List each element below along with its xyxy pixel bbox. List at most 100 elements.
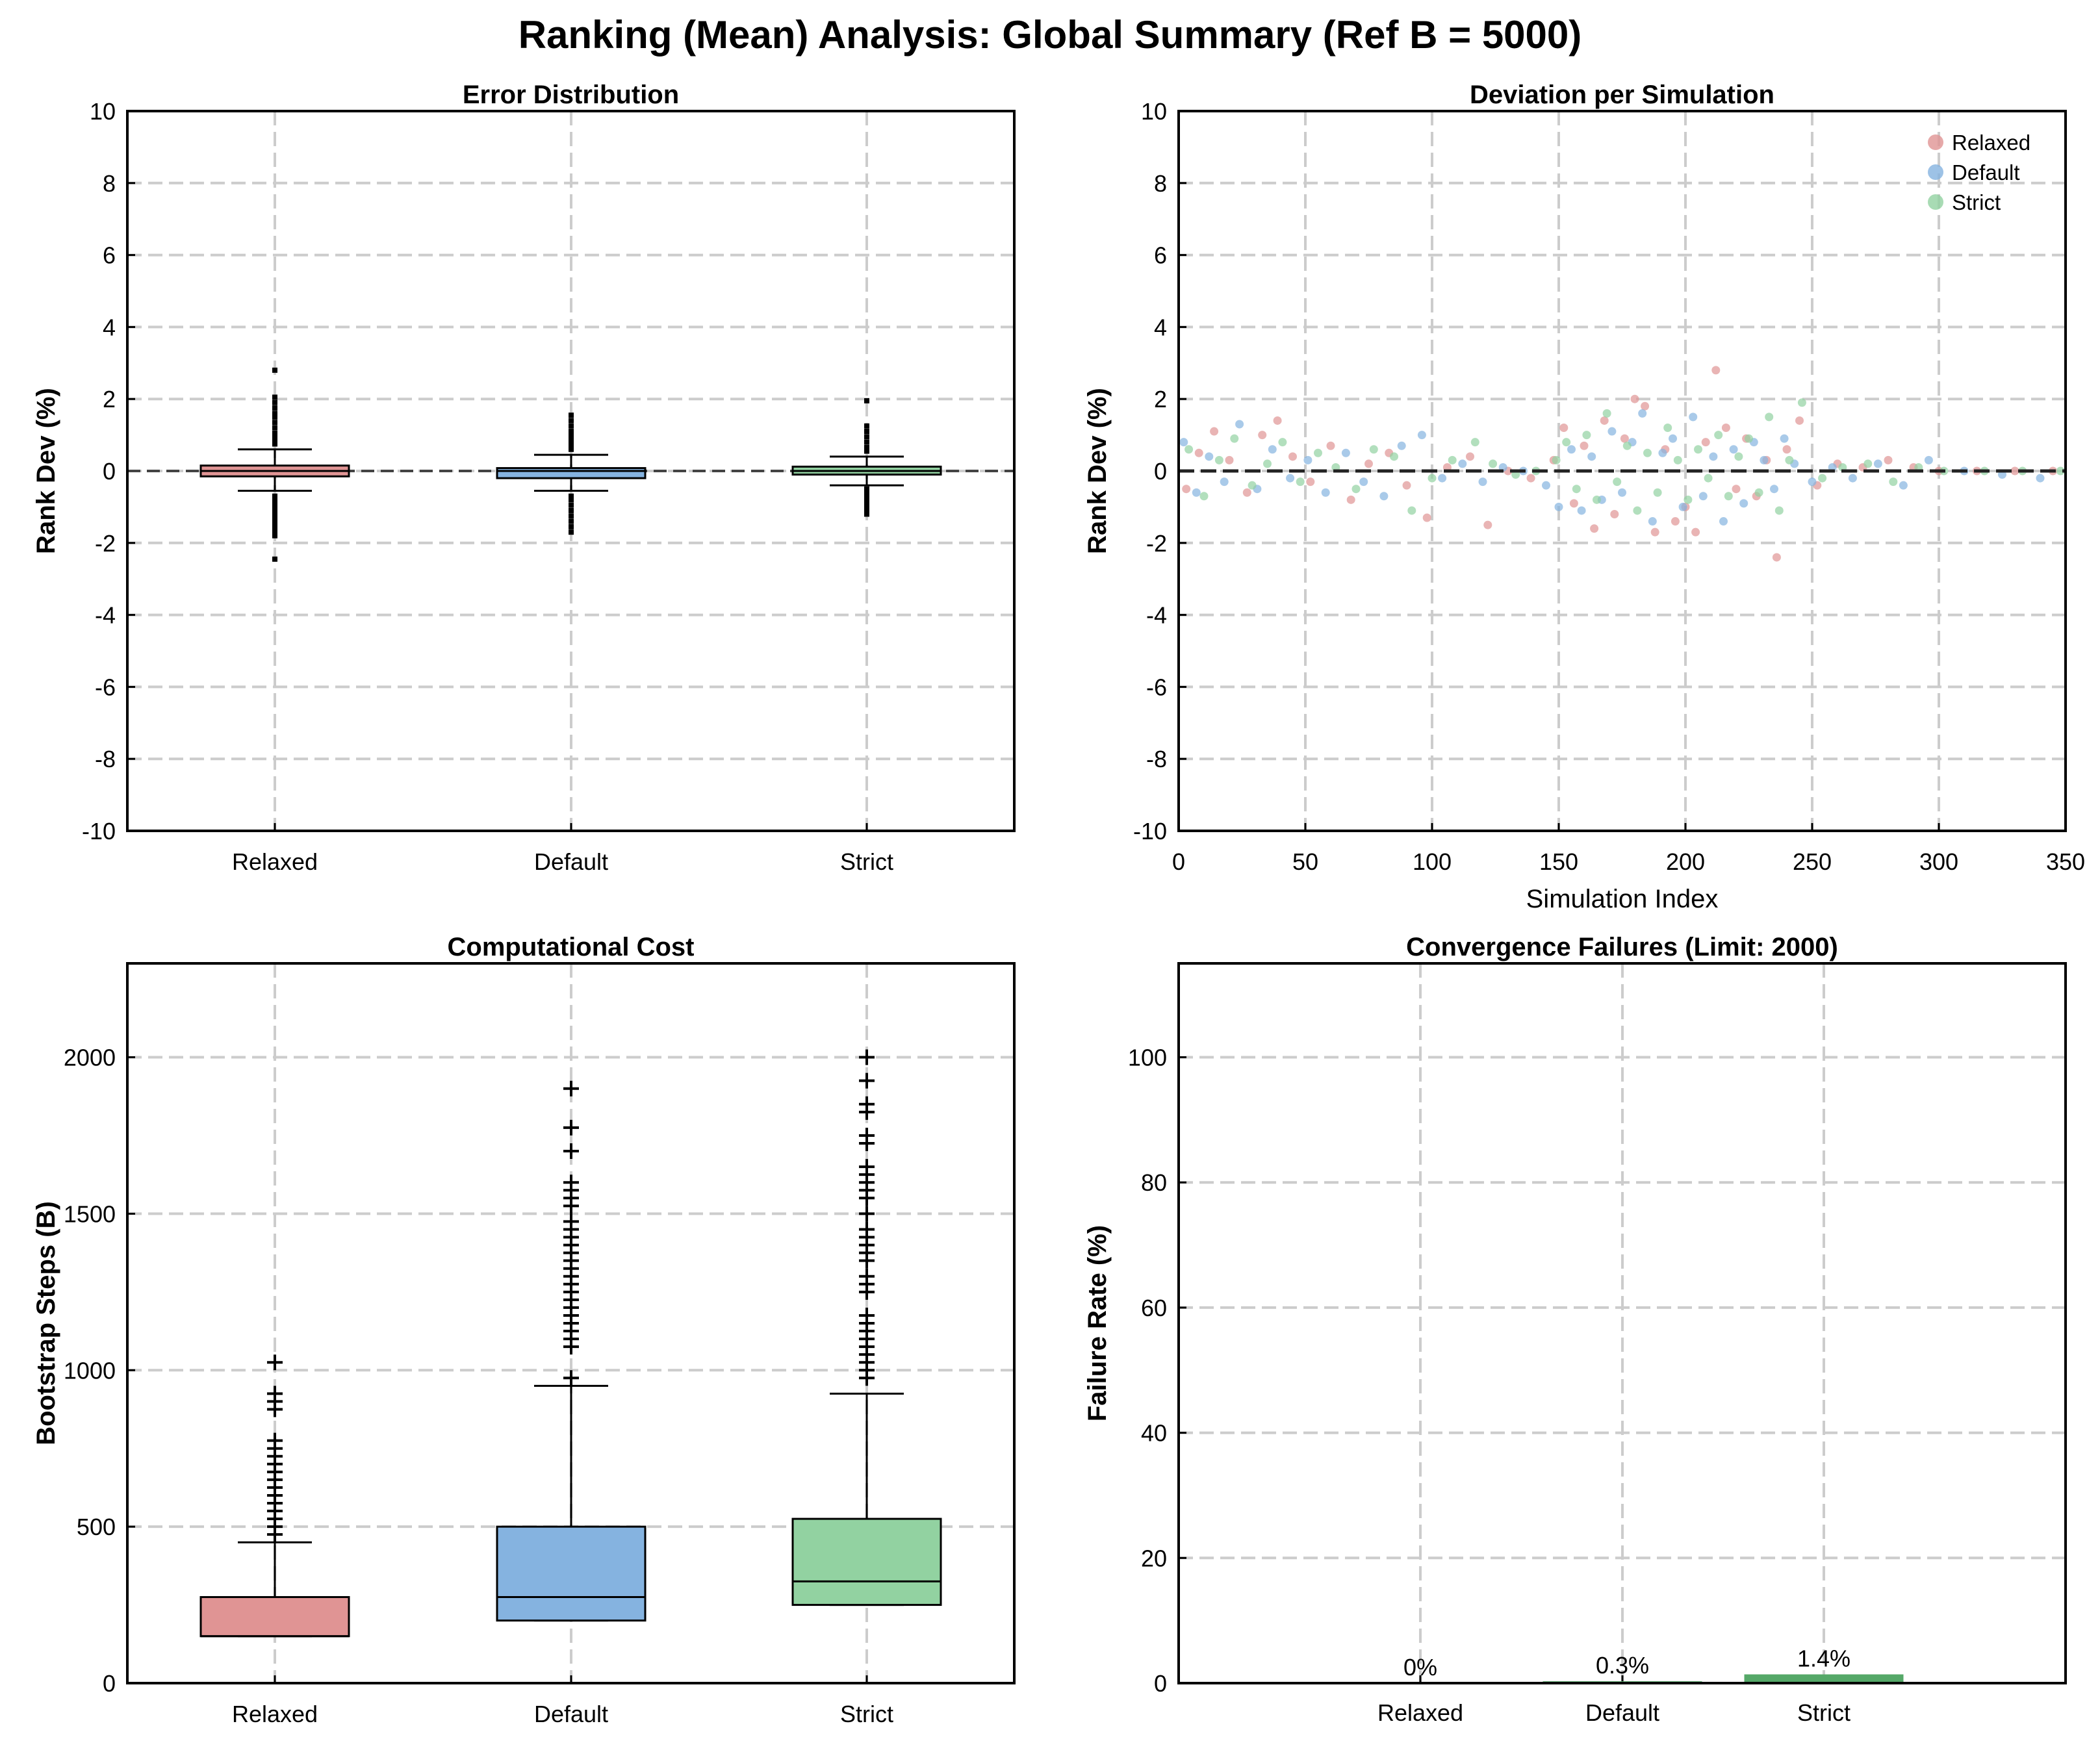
y-tick-label: 0 — [103, 1670, 116, 1697]
scatter-point — [1590, 524, 1599, 533]
scatter-point — [1618, 488, 1626, 497]
scatter-point — [1220, 477, 1229, 487]
scatter-point — [1199, 492, 1209, 501]
outlier-marker — [272, 414, 277, 420]
outlier-marker — [267, 1354, 283, 1371]
scatter-point — [1709, 452, 1718, 461]
scatter-point — [1704, 474, 1713, 483]
scatter-point — [1326, 441, 1335, 450]
scatter-point — [1526, 474, 1535, 483]
scatter-point — [1587, 452, 1596, 461]
x-axis: Relaxed Default Strict — [1377, 1675, 1850, 1726]
panel-title: Convergence Failures (Limit: 2000) — [1406, 933, 1838, 961]
convergence-failures-panel: 0 20 40 60 80 100 Convergence Failures (Limit:… — [1083, 933, 2067, 1726]
y-tick-label: -2 — [1146, 530, 1167, 557]
y-tick-label: -10 — [1133, 818, 1167, 844]
scatter-point — [1873, 459, 1882, 468]
scatter-point — [1567, 445, 1576, 454]
scatter-point — [1569, 499, 1578, 508]
iqr-box — [496, 1525, 647, 1622]
outlier-marker — [569, 502, 574, 508]
scatter-point — [1184, 445, 1194, 454]
box-strict — [791, 398, 942, 517]
outlier-marker — [272, 522, 277, 528]
scatter-point — [1562, 438, 1571, 447]
x-tick-label: 100 — [1413, 848, 1452, 875]
scatter-point — [1671, 517, 1680, 526]
scatter-point — [1314, 448, 1322, 457]
y-tick-label: 1000 — [64, 1357, 116, 1384]
outlier-marker — [272, 441, 277, 447]
y-axis: -10 -8 -6 -4 -2 0 2 4 6 8 10 — [82, 98, 135, 844]
y-axis-label: Bootstrap Steps (B) — [32, 1201, 60, 1445]
panel-title: Deviation per Simulation — [1470, 81, 1774, 109]
y-tick-label: 0 — [103, 458, 116, 485]
y-axis-label: Failure Rate (%) — [1083, 1225, 1112, 1421]
y-tick-label: -6 — [1146, 674, 1167, 700]
legend-label-strict: Strict — [1952, 190, 2001, 214]
outlier-marker — [272, 437, 277, 443]
iqr-box — [791, 1517, 942, 1606]
scatter-point — [1379, 492, 1389, 501]
outlier-marker — [569, 413, 574, 418]
outlier-marker — [569, 436, 574, 442]
scatter-point — [1734, 452, 1743, 461]
outlier-marker — [569, 446, 574, 452]
scatter-point — [1194, 448, 1203, 457]
outlier-marker — [864, 504, 869, 510]
outlier-marker — [272, 420, 277, 425]
x-tick-label-strict: Strict — [840, 848, 893, 875]
y-tick-label: 2 — [1154, 386, 1167, 413]
scatter-point — [1397, 441, 1406, 450]
box-strict — [791, 1049, 942, 1606]
outlier-marker — [569, 423, 574, 429]
outlier-marker — [272, 405, 277, 411]
scatter-point — [1296, 477, 1305, 487]
outlier-marker — [272, 493, 277, 499]
y-tick-label: -4 — [1146, 602, 1167, 629]
y-tick-label: 4 — [103, 314, 116, 340]
x-axis-label: Simulation Index — [1526, 885, 1719, 913]
scatter-point — [1346, 495, 1355, 504]
series-strict — [1184, 398, 2065, 515]
outlier-marker — [563, 1198, 579, 1214]
y-axis: 0 500 1000 1500 2000 — [64, 1045, 135, 1697]
outlier-marker — [272, 556, 277, 562]
outlier-marker — [864, 398, 869, 403]
scatter-point — [1729, 445, 1738, 454]
x-axis: Relaxed Default Strict — [232, 1675, 893, 1727]
outlier-marker — [859, 1190, 875, 1206]
scatter-point — [1684, 495, 1693, 504]
series-relaxed — [1182, 366, 2057, 562]
y-tick-label: -2 — [95, 530, 116, 557]
outlier-marker — [272, 529, 277, 535]
bar-value-label-relaxed: 0% — [1403, 1654, 1437, 1681]
outlier-marker — [569, 432, 574, 438]
scatter-point — [1466, 452, 1474, 461]
outlier-marker — [563, 1143, 579, 1160]
x-tick-label-relaxed: Relaxed — [232, 1701, 318, 1727]
scatter-point — [1278, 438, 1287, 447]
outlier-marker — [272, 425, 277, 431]
axes-frame — [1177, 962, 2067, 1684]
scatter-point — [1407, 506, 1416, 515]
y-tick-label: 6 — [1154, 242, 1167, 269]
x-tick-label-default: Default — [534, 848, 608, 875]
scatter-point — [1765, 413, 1774, 422]
scatter-point — [1559, 424, 1569, 433]
scatter-point — [1770, 485, 1778, 494]
y-tick-label: 4 — [1154, 314, 1167, 340]
scatter-point — [1235, 420, 1244, 429]
outlier-marker — [272, 518, 277, 524]
outlier-marker — [569, 529, 574, 535]
y-tick-label: 40 — [1141, 1420, 1167, 1447]
outlier-marker — [569, 497, 574, 503]
x-tick-label-default: Default — [1585, 1699, 1659, 1726]
scatter-point — [1580, 441, 1589, 450]
y-axis-label: Rank Dev (%) — [32, 388, 60, 554]
scatter-point — [1648, 517, 1657, 526]
scatter-point — [1701, 438, 1710, 447]
scatter-point — [1899, 481, 1908, 490]
outlier-marker — [267, 1401, 283, 1417]
x-tick-label: 50 — [1292, 848, 1318, 875]
